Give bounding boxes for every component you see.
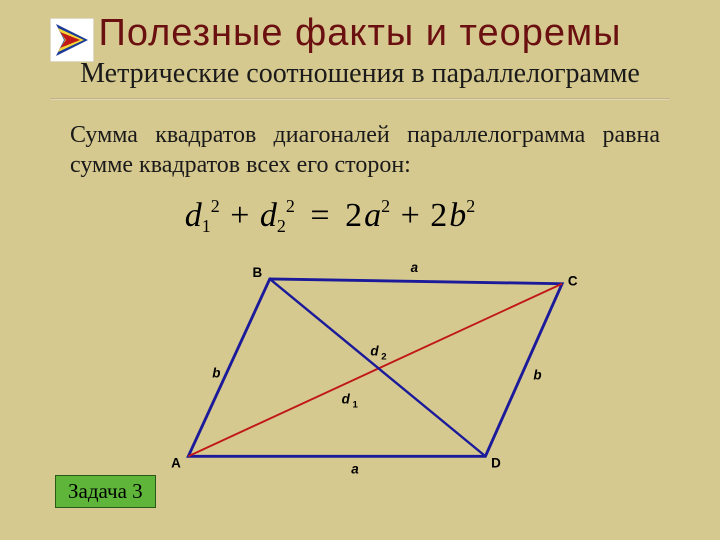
svg-text:a: a: [351, 462, 359, 477]
header: Полезные факты и теоремы: [0, 12, 720, 55]
formula: d12 + d22 = 2a2 + 2b2: [0, 196, 660, 237]
svg-text:a: a: [411, 260, 419, 275]
svg-text:b: b: [533, 368, 541, 383]
divider: [50, 98, 670, 100]
diagonal-d1: [188, 284, 562, 457]
diagonal-d2: [270, 279, 486, 456]
task-button[interactable]: Задача 3: [55, 475, 156, 508]
slide: Полезные факты и теоремы Метрические соо…: [0, 0, 720, 540]
svg-text:A: A: [171, 456, 181, 471]
svg-text:B: B: [253, 265, 263, 280]
svg-text:b: b: [212, 366, 220, 381]
body-text: Сумма квадратов диагоналей параллелограм…: [70, 120, 660, 180]
svg-text:C: C: [568, 274, 578, 289]
parallelogram-diagram: A B C D a a b b d 1 d 2: [150, 255, 610, 485]
svg-text:D: D: [491, 456, 501, 471]
svg-text:d 2: d 2: [370, 344, 386, 363]
slide-title: Полезные факты и теоремы: [99, 12, 622, 54]
slide-subtitle: Метрические соотношения в параллелограмм…: [0, 58, 720, 90]
svg-text:d 1: d 1: [342, 392, 359, 411]
